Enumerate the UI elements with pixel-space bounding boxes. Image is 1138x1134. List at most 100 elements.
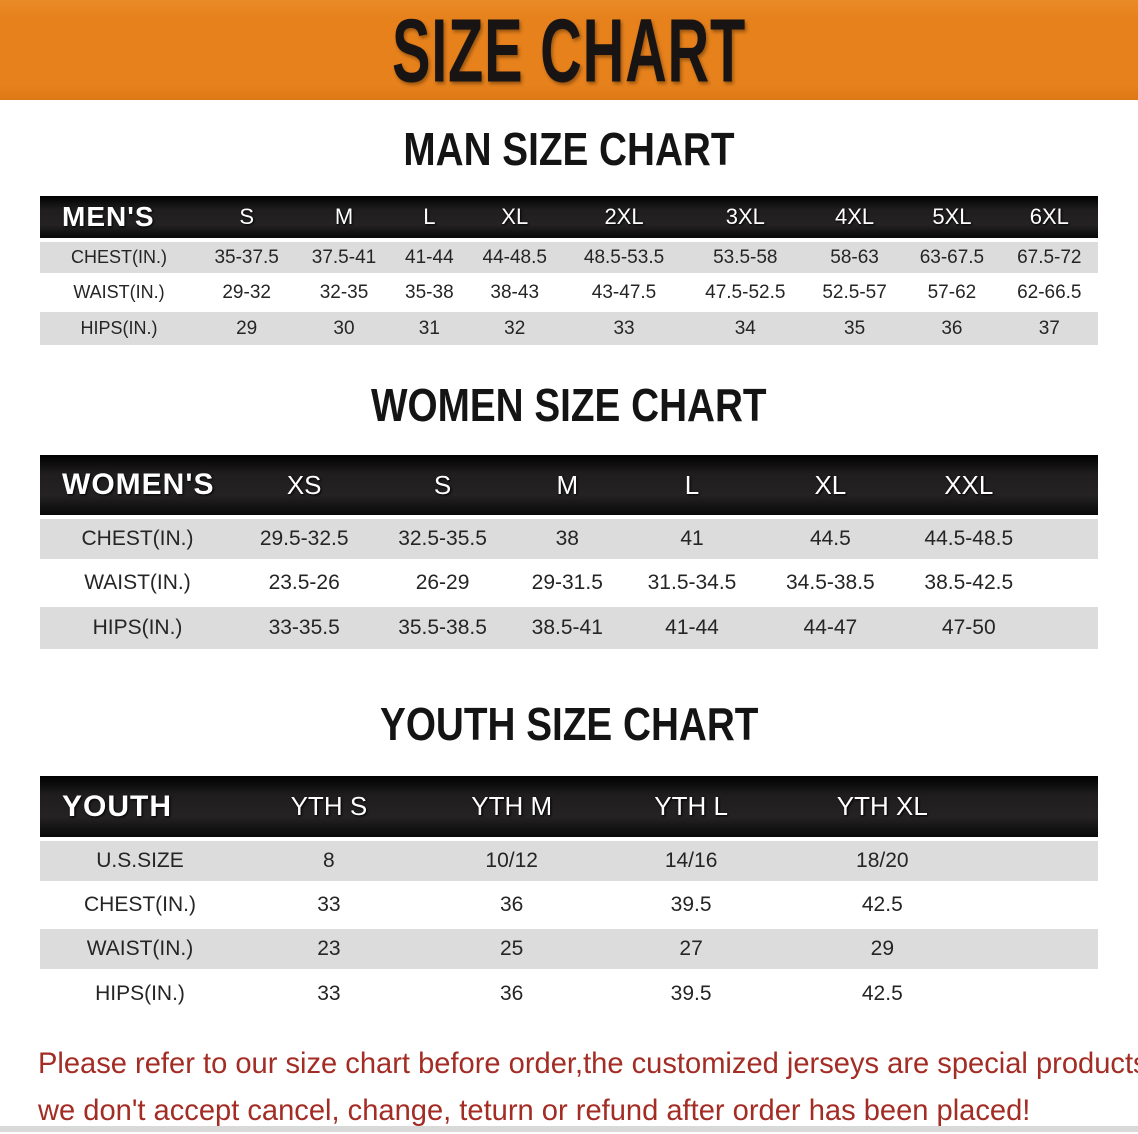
cell-value: 62-66.5 (1001, 275, 1098, 310)
row-spacer (988, 927, 1098, 971)
men-section-title-text: MAN SIZE CHART (403, 124, 734, 177)
column-header: YTH XL (777, 776, 988, 839)
cell-value: 41-44 (623, 605, 761, 649)
column-header: S (373, 455, 511, 517)
row-spacer (988, 883, 1098, 927)
cell-value: 34.5-38.5 (761, 561, 899, 605)
cell-value: 44.5-48.5 (900, 517, 1038, 561)
cell-value: 29 (777, 927, 988, 971)
cell-value: 31.5-34.5 (623, 561, 761, 605)
column-header: M (295, 196, 392, 240)
size-chart-banner: SIZE CHART (0, 0, 1138, 100)
row-label: WAIST(IN.) (40, 927, 240, 971)
column-header: 2XL (563, 196, 684, 240)
cell-value: 35-37.5 (198, 240, 295, 275)
column-header: XL (466, 196, 563, 240)
cell-value: 41-44 (393, 240, 466, 275)
bottom-edge-divider (0, 1126, 1138, 1132)
cell-value: 29-32 (198, 275, 295, 310)
cell-value: 43-47.5 (563, 275, 684, 310)
cell-value: 30 (295, 310, 392, 345)
row-label: CHEST(IN.) (40, 883, 240, 927)
cell-value: 35 (806, 310, 903, 345)
cell-value: 42.5 (777, 883, 988, 927)
row-label: WAIST(IN.) (40, 275, 198, 310)
women-section-title: WOMEN SIZE CHART (0, 382, 1138, 431)
row-label: HIPS(IN.) (40, 971, 240, 1015)
cell-value: 31 (393, 310, 466, 345)
cell-value: 36 (903, 310, 1000, 345)
cell-value: 33 (563, 310, 684, 345)
row-label: HIPS(IN.) (40, 310, 198, 345)
column-header: 5XL (903, 196, 1000, 240)
youth-section-title-text: YOUTH SIZE CHART (380, 699, 758, 752)
cell-value: 29 (198, 310, 295, 345)
row-spacer (988, 971, 1098, 1015)
row-label: HIPS(IN.) (40, 605, 235, 649)
banner-title: SIZE CHART (392, 0, 746, 102)
men-section-title: MAN SIZE CHART (0, 126, 1138, 175)
cell-value: 27 (606, 927, 777, 971)
column-header: 4XL (806, 196, 903, 240)
row-label: CHEST(IN.) (40, 517, 235, 561)
cell-value: 18/20 (777, 839, 988, 883)
cell-value: 44-48.5 (466, 240, 563, 275)
column-header: M (512, 455, 623, 517)
column-header: 3XL (685, 196, 806, 240)
column-header: XL (761, 455, 899, 517)
cell-value: 14/16 (606, 839, 777, 883)
cell-value: 35.5-38.5 (373, 605, 511, 649)
column-header: XXL (900, 455, 1038, 517)
cell-value: 29.5-32.5 (235, 517, 373, 561)
column-header: YTH S (240, 776, 418, 839)
cell-value: 34 (685, 310, 806, 345)
cell-value: 29-31.5 (512, 561, 623, 605)
cell-value: 44.5 (761, 517, 899, 561)
cell-value: 32-35 (295, 275, 392, 310)
cell-value: 48.5-53.5 (563, 240, 684, 275)
cell-value: 37.5-41 (295, 240, 392, 275)
column-header: L (393, 196, 466, 240)
row-label: WAIST(IN.) (40, 561, 235, 605)
cell-value: 38.5-41 (512, 605, 623, 649)
cell-value: 44-47 (761, 605, 899, 649)
cell-value: 53.5-58 (685, 240, 806, 275)
table-corner-label: WOMEN'S (40, 455, 235, 517)
column-header: 6XL (1001, 196, 1098, 240)
cell-value: 23 (240, 927, 418, 971)
cell-value: 33 (240, 883, 418, 927)
cell-value: 23.5-26 (235, 561, 373, 605)
cell-value: 35-38 (393, 275, 466, 310)
column-header: YTH M (418, 776, 606, 839)
cell-value: 42.5 (777, 971, 988, 1015)
women-section-title-text: WOMEN SIZE CHART (371, 380, 767, 433)
cell-value: 57-62 (903, 275, 1000, 310)
cell-value: 32.5-35.5 (373, 517, 511, 561)
column-header: XS (235, 455, 373, 517)
cell-value: 36 (418, 971, 606, 1015)
cell-value: 26-29 (373, 561, 511, 605)
cell-value: 47.5-52.5 (685, 275, 806, 310)
cell-value: 10/12 (418, 839, 606, 883)
cell-value: 39.5 (606, 971, 777, 1015)
